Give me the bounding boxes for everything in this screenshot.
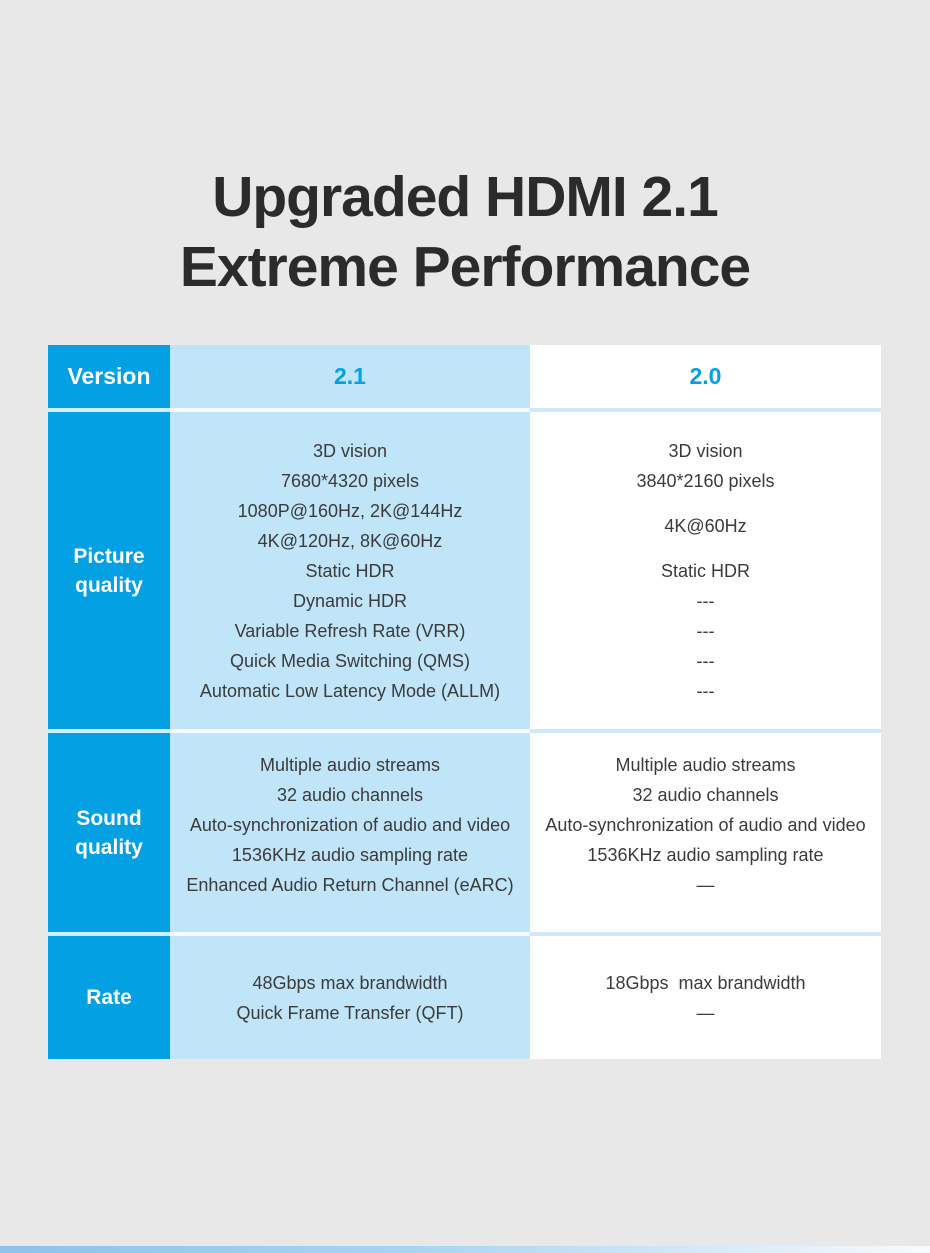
feature-line: Variable Refresh Rate (VRR)	[234, 620, 466, 641]
title-line-1: Upgraded HDMI 2.1	[212, 165, 719, 229]
header-version-label: Version	[48, 345, 170, 412]
rate-hdmi21-cell: 48Gbps max brandwidth Quick Frame Transfe…	[170, 936, 530, 1059]
feature-line: —	[696, 1002, 715, 1023]
rate-label: Rate	[48, 936, 170, 1059]
feature-line: ---	[696, 590, 715, 611]
feature-line: 1536KHz audio sampling rate	[231, 844, 469, 865]
feature-line: Quick Media Switching (QMS)	[229, 650, 471, 671]
bottom-accent-bar	[0, 1246, 930, 1253]
feature-line: ---	[696, 650, 715, 671]
feature-line: 4K@120Hz, 8K@60Hz	[257, 530, 443, 551]
feature-line: 3D vision	[312, 440, 388, 461]
feature-line: ---	[696, 680, 715, 701]
feature-line: —	[696, 874, 715, 895]
feature-line: 1536KHz audio sampling rate	[587, 844, 824, 865]
feature-line: 32 audio channels	[276, 784, 424, 805]
sound-quality-hdmi21-cell: Multiple audio streams 32 audio channels A…	[170, 733, 530, 936]
table-header-row: Version 2.1 2.0	[48, 345, 881, 412]
feature-line: Auto-synchronization of audio and video	[189, 814, 511, 835]
feature-line: 48Gbps max brandwidth	[252, 972, 448, 993]
picture-quality-hdmi21-cell: 3D vision 7680*4320 pixels 1080P@160Hz, 2K…	[170, 412, 530, 733]
feature-line: 1080P@160Hz, 2K@144Hz	[237, 500, 463, 521]
comparison-table: Version 2.1 2.0 Picture quality 3D visio…	[48, 345, 881, 1059]
feature-line: 32 audio channels	[632, 784, 779, 805]
feature-line: 7680*4320 pixels	[280, 470, 420, 491]
feature-line: 3840*2160 pixels	[636, 470, 775, 491]
sound-quality-label: Sound quality	[48, 733, 170, 936]
feature-line: ---	[696, 620, 715, 641]
picture-quality-label: Picture quality	[48, 412, 170, 733]
row-sound-quality: Sound quality Multiple audio streams 32 a…	[48, 733, 881, 936]
header-version-2-1: 2.1	[170, 345, 530, 412]
title-line-2: Extreme Performance	[179, 235, 751, 299]
feature-line: Dynamic HDR	[292, 590, 407, 611]
feature-line: Automatic Low Latency Mode (ALLM)	[199, 680, 501, 701]
row-picture-quality: Picture quality 3D vision 7680*4320 pixel…	[48, 412, 881, 733]
feature-line: Static HDR	[660, 560, 750, 581]
row-rate: Rate 48Gbps max brandwidth Quick Frame Tr…	[48, 936, 881, 1059]
feature-line: 18Gbps max brandwidth	[605, 972, 806, 993]
sound-quality-hdmi20-cell: Multiple audio streams 32 audio channels A…	[530, 733, 881, 936]
feature-line: Enhanced Audio Return Channel (eARC)	[186, 874, 514, 895]
feature-line: Auto-synchronization of audio and video	[545, 814, 866, 835]
rate-hdmi20-cell: 18Gbps max brandwidth —	[530, 936, 881, 1059]
feature-line: 3D vision	[668, 440, 743, 461]
page-title: Upgraded HDMI 2.1 Extreme Performance	[0, 162, 930, 302]
picture-quality-hdmi20-cell: 3D vision 3840*2160 pixels 4K@60Hz Static H…	[530, 412, 881, 733]
feature-line: Multiple audio streams	[259, 754, 441, 775]
feature-line: Static HDR	[305, 560, 395, 581]
header-version-2-0: 2.0	[530, 345, 881, 412]
feature-line: Quick Frame Transfer (QFT)	[236, 1002, 464, 1023]
feature-line: Multiple audio streams	[615, 754, 796, 775]
feature-line: 4K@60Hz	[664, 515, 747, 536]
